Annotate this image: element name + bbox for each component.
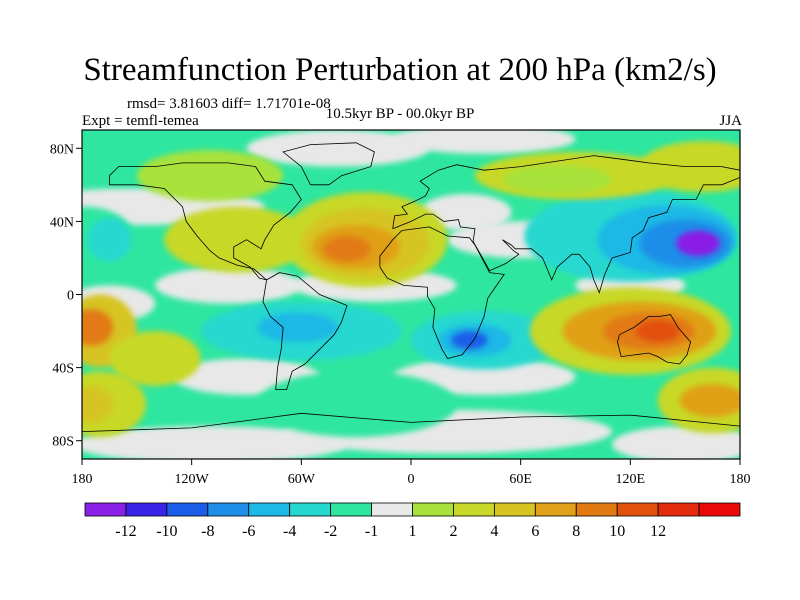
season-label: JJA: [719, 113, 742, 129]
neutral-band: [392, 130, 576, 154]
colorbar-label: -4: [283, 523, 296, 540]
colorbar-swatch: [534, 502, 577, 517]
coastline: [109, 162, 302, 281]
colorbar-swatch: [330, 502, 372, 517]
coastline: [82, 412, 740, 432]
lon-tick-label: 120E: [616, 472, 646, 487]
colorbar-swatch: [616, 502, 659, 517]
contour-blob: [255, 371, 457, 438]
lat-tick-label: 80S: [52, 435, 74, 450]
lat-tick-label: 80N: [50, 142, 74, 157]
lat-tick-label: 40N: [50, 215, 74, 230]
stats-label: rmsd= 3.81603 diff= 1.71701e-08: [127, 96, 331, 112]
colorbar-label: 10: [609, 523, 625, 540]
neutral-band: [155, 267, 302, 304]
contour-blobs: [82, 140, 740, 438]
longitude-axis: 180 120W 60W 0 60E 120E 180: [72, 459, 751, 487]
colorbar-swatch: [412, 502, 454, 517]
colorbar-label: 4: [490, 523, 498, 540]
colorbar-swatch: [166, 502, 209, 517]
colorbar-swatch: [207, 502, 250, 517]
latitude-axis: 80N 40N 0 40S 80S: [50, 142, 82, 450]
coastline: [282, 142, 375, 186]
colorbar-swatch: [248, 502, 291, 517]
lon-tick-label: 0: [408, 472, 415, 487]
coastline: [379, 226, 505, 359]
colorbar-label: 2: [449, 523, 457, 540]
contour-blob: [679, 384, 740, 417]
neutral-band: [612, 426, 740, 459]
neutral-band: [246, 130, 430, 167]
contour-blob: [82, 385, 114, 423]
colorbar-label: 6: [531, 523, 539, 540]
lon-tick-label: 120W: [175, 472, 210, 487]
colorbar-swatch: [493, 502, 536, 517]
colorbar-swatch: [289, 502, 332, 517]
lat-tick-label: 0: [67, 289, 74, 304]
colorbar-swatch: [575, 502, 618, 517]
contour-field: [82, 130, 740, 459]
coastline: [262, 272, 348, 390]
lon-tick-label: 180: [730, 472, 751, 487]
neutral-band: [82, 426, 347, 459]
lon-tick-label: 60W: [288, 472, 316, 487]
contour-blob: [451, 331, 488, 350]
colorbar-label: -10: [156, 523, 177, 540]
contour-blob: [109, 331, 201, 386]
map-title: Streamfunction Perturbation at 200 hPa (…: [83, 52, 717, 88]
colorbar-swatch: [371, 502, 413, 517]
contour-blob: [82, 309, 114, 346]
contour-blob: [635, 320, 680, 343]
lon-tick-label: 180: [72, 472, 93, 487]
colorbar-label: -6: [242, 523, 255, 540]
colorbar-swatch: [125, 502, 168, 517]
colorbar-label: -8: [201, 523, 214, 540]
coastlines: [82, 142, 740, 432]
lon-tick-label: 60E: [509, 472, 532, 487]
colorbar-swatch: [657, 502, 700, 517]
colorbar-label: 1: [409, 523, 417, 540]
contour-blob: [87, 217, 132, 262]
colorbar: -12 -10 -8 -6 -4 -2 -1 1 2 4 6 8 10 12: [84, 502, 741, 540]
colorbar-swatch: [453, 502, 495, 517]
coastline: [617, 314, 692, 365]
colorbar-label: -12: [115, 523, 136, 540]
colorbar-label: 12: [650, 523, 666, 540]
lat-tick-label: 40S: [52, 362, 74, 377]
colorbar-label: -1: [365, 523, 378, 540]
neutral-band: [420, 193, 512, 231]
colorbar-label: 8: [572, 523, 580, 540]
colorbar-swatch: [84, 502, 127, 517]
colorbar-label: -2: [324, 523, 337, 540]
contour-blob: [323, 236, 371, 262]
experiment-label: Expt = temfl-temea: [82, 113, 199, 129]
contour-blob: [257, 312, 338, 343]
coastline: [392, 155, 740, 294]
contour-blob: [136, 150, 284, 202]
contour-blob: [676, 230, 720, 257]
contour-blob: [164, 206, 311, 273]
colorbar-swatch: [698, 502, 741, 517]
period-label: 10.5kyr BP - 00.0kyr BP: [325, 106, 475, 122]
contour-blob: [502, 164, 613, 194]
